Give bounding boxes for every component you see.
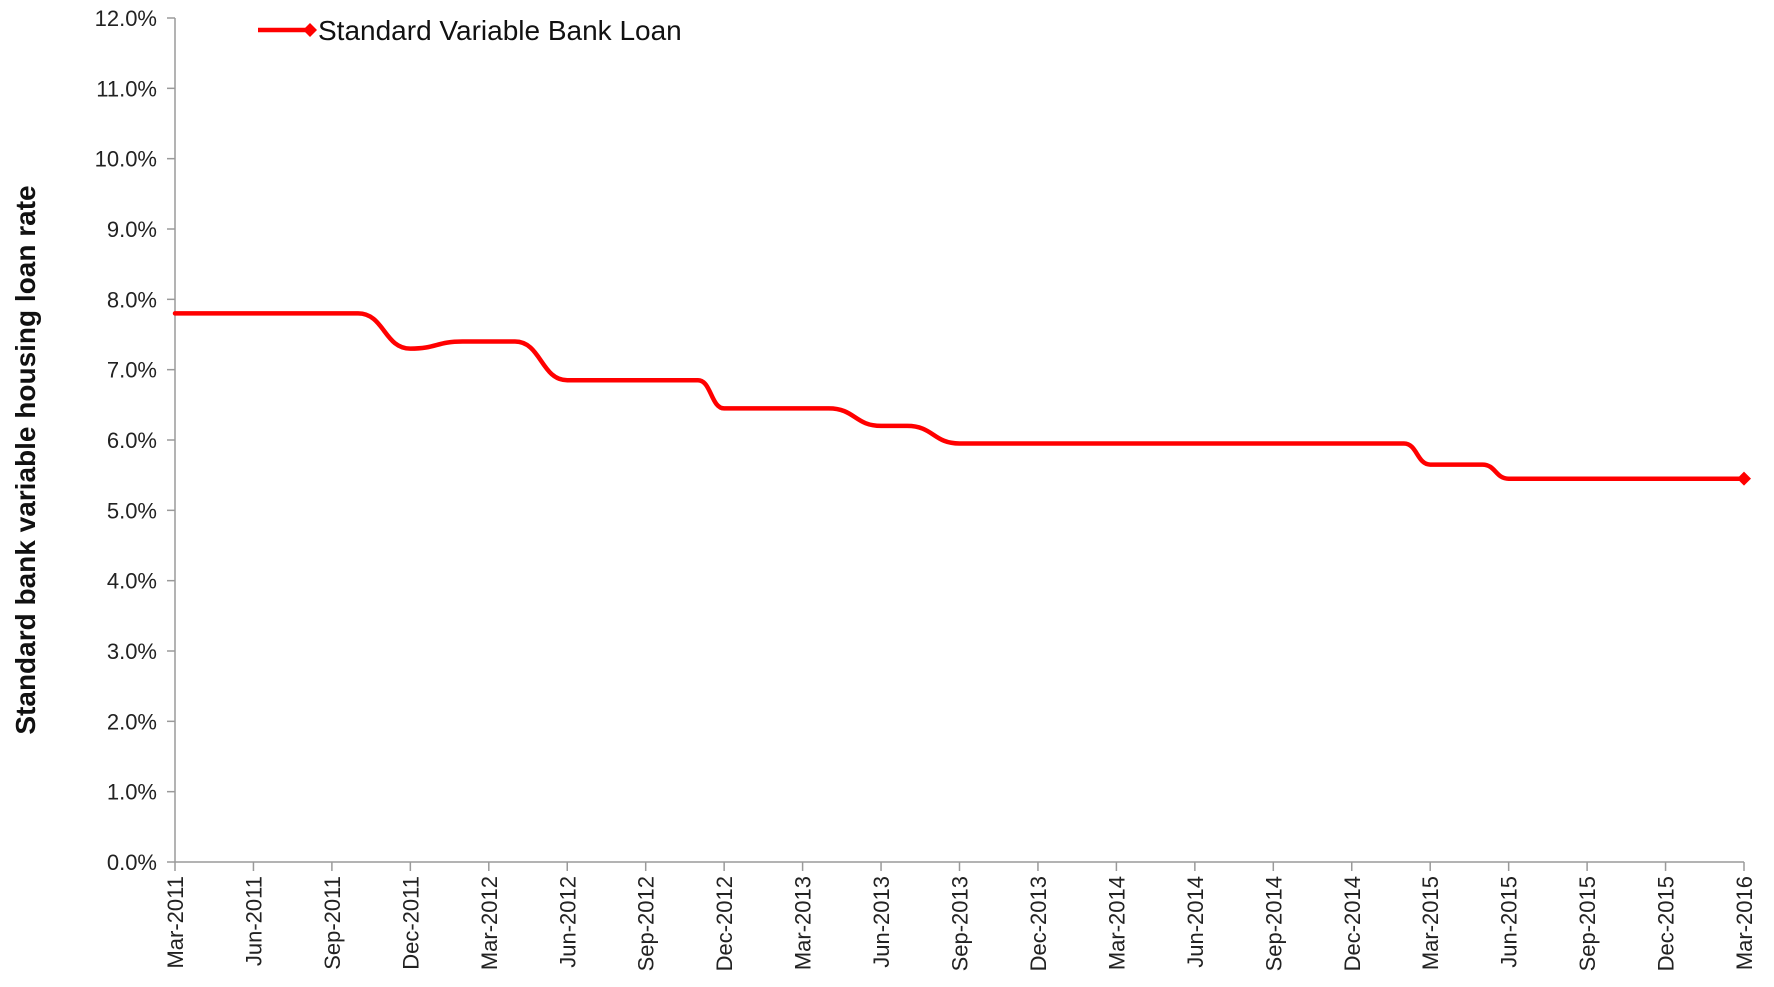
x-tick-label: Jun-2015 xyxy=(1497,876,1522,968)
x-tick-label: Sep-2015 xyxy=(1575,876,1600,971)
y-tick-label: 1.0% xyxy=(107,780,157,805)
x-tick-label: Jun-2014 xyxy=(1183,876,1208,968)
legend-diamond-marker xyxy=(303,23,317,37)
x-axis: Mar-2011 Jun-2011 Sep-2011 Dec-2011 Mar-2012… xyxy=(163,861,1757,971)
x-tick-label: Mar-2016 xyxy=(1732,876,1757,970)
x-tick-label: Dec-2013 xyxy=(1026,876,1051,971)
x-tick-label: Dec-2012 xyxy=(712,876,737,971)
y-tick-label: 2.0% xyxy=(107,709,157,734)
x-tick-label: Sep-2013 xyxy=(948,876,973,971)
y-tick-label: 9.0% xyxy=(107,217,157,242)
x-tick-label: Jun-2013 xyxy=(869,876,894,968)
x-tick-label: Dec-2011 xyxy=(398,876,423,970)
x-tick-label: Mar-2014 xyxy=(1104,876,1129,970)
y-tick-label: 8.0% xyxy=(107,287,157,312)
x-tick-label: Jun-2011 xyxy=(241,876,266,966)
y-tick-label: 4.0% xyxy=(107,569,157,594)
x-tick-label: Mar-2015 xyxy=(1418,876,1443,970)
y-tick-label: 0.0% xyxy=(107,850,157,875)
x-tick-label: Mar-2013 xyxy=(791,876,816,970)
x-tick-label: Dec-2014 xyxy=(1340,876,1365,971)
x-tick-label: Jun-2012 xyxy=(555,876,580,968)
y-tick-label: 7.0% xyxy=(107,358,157,383)
y-tick-label: 10.0% xyxy=(95,147,157,172)
y-tick-label: 3.0% xyxy=(107,639,157,664)
series-line xyxy=(172,311,1747,481)
legend: Standard Variable Bank Loan xyxy=(258,15,682,46)
y-tick-label: 6.0% xyxy=(107,428,157,453)
x-tick-label: Sep-2011 xyxy=(320,876,345,970)
end-point-diamond-marker xyxy=(1737,471,1751,486)
legend-label: Standard Variable Bank Loan xyxy=(318,15,682,46)
x-tick-label: Mar-2012 xyxy=(477,876,502,970)
x-tick-label: Sep-2012 xyxy=(634,876,659,971)
y-axis: 0.0% 1.0% 2.0% 3.0% 4.0% 5.0% 6.0% 7.0% 8.0% 9.0%… xyxy=(95,6,176,875)
x-tick-label: Sep-2014 xyxy=(1261,876,1286,971)
x-tick-label: Dec-2015 xyxy=(1654,876,1679,971)
y-tick-label: 12.0% xyxy=(95,6,157,31)
series-layer xyxy=(172,311,1751,486)
y-tick-label: 5.0% xyxy=(107,498,157,523)
y-tick-label: 11.0% xyxy=(96,76,157,101)
x-tick-label: Mar-2011 xyxy=(163,876,188,969)
y-axis-title: Standard bank variable housing loan rate xyxy=(10,185,41,734)
